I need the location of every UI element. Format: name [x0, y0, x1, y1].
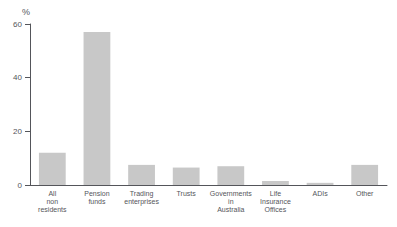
svg-text:funds: funds: [88, 198, 106, 205]
svg-text:Australia: Australia: [217, 206, 244, 213]
svg-text:40: 40: [13, 73, 22, 82]
svg-text:20: 20: [13, 127, 22, 136]
svg-text:60: 60: [13, 20, 22, 29]
svg-text:%: %: [22, 7, 30, 17]
svg-text:residents: residents: [38, 206, 67, 213]
svg-text:Pension: Pension: [84, 190, 109, 197]
svg-text:Trusts: Trusts: [177, 190, 197, 197]
svg-text:Insurance: Insurance: [260, 198, 291, 205]
svg-text:Governments: Governments: [210, 190, 253, 197]
svg-text:Other: Other: [356, 190, 374, 197]
svg-text:Trading: Trading: [130, 190, 154, 198]
svg-text:ADIs: ADIs: [312, 190, 328, 197]
svg-text:enterprises: enterprises: [124, 198, 159, 206]
svg-text:Life: Life: [270, 190, 281, 197]
svg-text:0: 0: [18, 181, 23, 190]
svg-text:in: in: [228, 198, 234, 205]
svg-text:All: All: [48, 190, 56, 197]
svg-text:non: non: [46, 198, 58, 205]
svg-text:Offices: Offices: [265, 206, 287, 213]
